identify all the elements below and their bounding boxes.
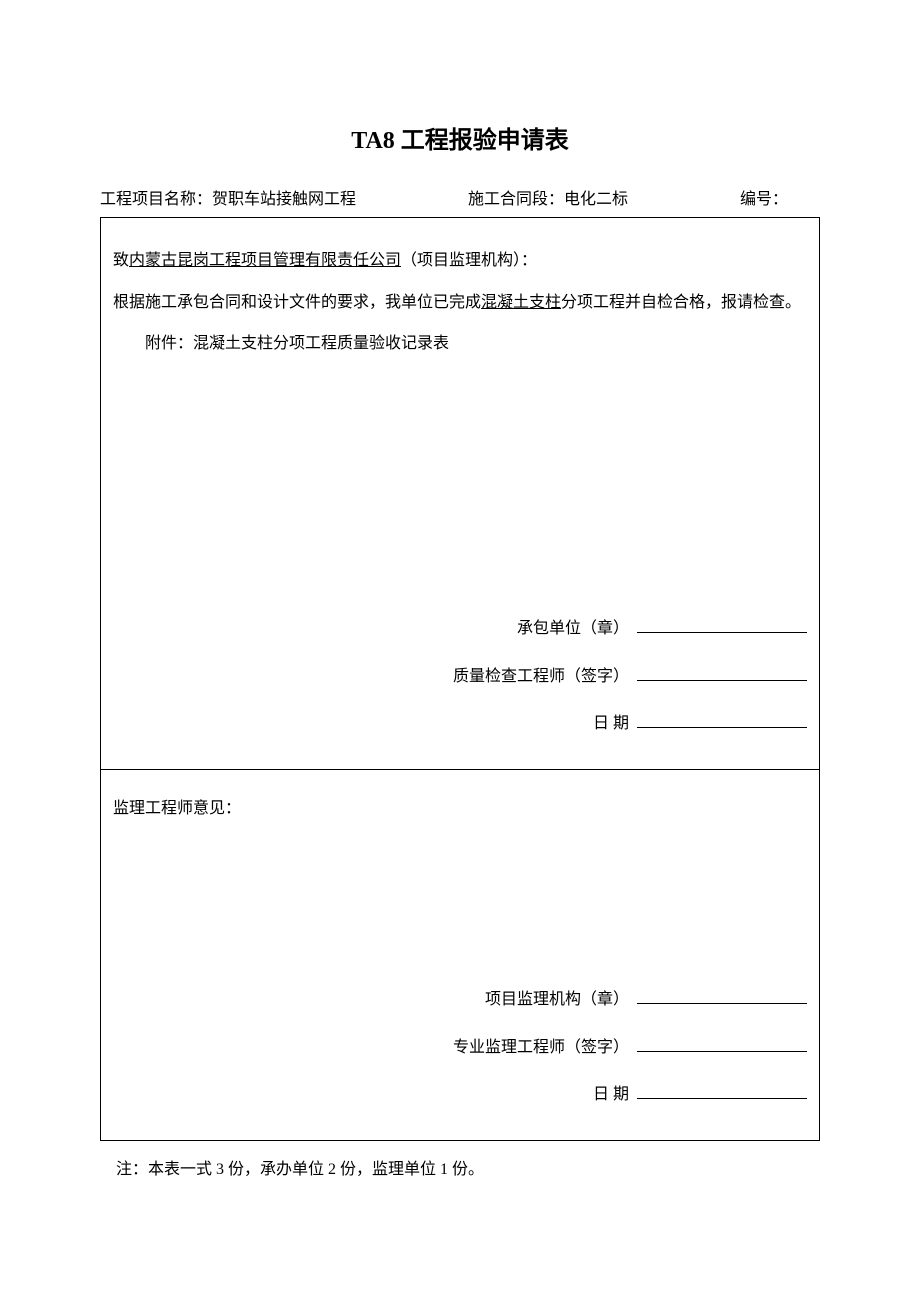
contractor-date-line: 日 期: [113, 703, 807, 745]
number-field: 编号：: [740, 185, 820, 209]
attachment-line: 附件：混凝土支柱分项工程质量验收记录表: [113, 323, 807, 365]
supervisor-org-label: 项目监理机构（章）: [485, 979, 629, 1021]
contractor-seal-line: 承包单位（章）: [113, 608, 807, 650]
contractor-seal-blank: [637, 616, 807, 634]
attachment-text: 混凝土支柱分项工程质量验收记录表: [193, 335, 449, 352]
section-name: 电化二标: [564, 191, 628, 208]
attachment-label: 附件：: [145, 335, 193, 352]
supervisor-date-blank: [637, 1082, 807, 1100]
supervisor-engineer-line: 专业监理工程师（签字）: [113, 1027, 807, 1069]
qc-engineer-blank: [637, 663, 807, 681]
request-cell: 致内蒙古昆岗工程项目管理有限责任公司（项目监理机构）： 根据施工承包合同和设计文…: [101, 218, 819, 770]
request-text-b: 分项工程并自检合格，报请检查。: [561, 294, 801, 311]
form-box: 致内蒙古昆岗工程项目管理有限责任公司（项目监理机构）： 根据施工承包合同和设计文…: [100, 217, 820, 1141]
qc-engineer-label: 质量检查工程师（签字）: [453, 656, 629, 698]
qc-engineer-line: 质量检查工程师（签字）: [113, 656, 807, 698]
footnote: 注：本表一式 3 份，承办单位 2 份，监理单位 1 份。: [100, 1155, 820, 1179]
supervisor-heading: 监理工程师意见：: [113, 788, 807, 830]
supervisor-date-line: 日 期: [113, 1074, 807, 1116]
header-row: 工程项目名称：贺职车站接触网工程 施工合同段：电化二标 编号：: [100, 185, 820, 209]
project-label: 工程项目名称：: [100, 191, 212, 208]
addressee-prefix: 致: [113, 252, 129, 269]
addressee-line: 致内蒙古昆岗工程项目管理有限责任公司（项目监理机构）：: [113, 240, 807, 282]
contractor-date-blank: [637, 711, 807, 729]
section-field: 施工合同段：电化二标: [468, 185, 628, 209]
supervisor-org-line: 项目监理机构（章）: [113, 979, 807, 1021]
request-item: 混凝土支柱: [481, 294, 561, 311]
form-title: TA8 工程报验申请表: [100, 120, 820, 155]
contractor-date-label: 日 期: [593, 703, 629, 745]
addressee-org: 内蒙古昆岗工程项目管理有限责任公司: [129, 252, 401, 269]
contractor-seal-label: 承包单位（章）: [517, 608, 629, 650]
number-label: 编号：: [740, 191, 788, 208]
addressee-suffix: （项目监理机构）：: [401, 252, 537, 269]
request-text-a: 根据施工承包合同和设计文件的要求，我单位已完成: [113, 294, 481, 311]
project-field: 工程项目名称：贺职车站接触网工程: [100, 185, 356, 209]
supervisor-org-blank: [637, 987, 807, 1005]
request-text: 根据施工承包合同和设计文件的要求，我单位已完成混凝土支柱分项工程并自检合格，报请…: [113, 282, 807, 324]
supervisor-signature-block: 项目监理机构（章） 专业监理工程师（签字） 日 期: [113, 979, 807, 1122]
project-name: 贺职车站接触网工程: [212, 191, 356, 208]
supervisor-date-label: 日 期: [593, 1074, 629, 1116]
section-label: 施工合同段：: [468, 191, 564, 208]
supervisor-engineer-label: 专业监理工程师（签字）: [453, 1027, 629, 1069]
contractor-signature-block: 承包单位（章） 质量检查工程师（签字） 日 期: [113, 608, 807, 751]
supervisor-cell: 监理工程师意见： 项目监理机构（章） 专业监理工程师（签字） 日 期: [101, 770, 819, 1140]
supervisor-engineer-blank: [637, 1034, 807, 1052]
